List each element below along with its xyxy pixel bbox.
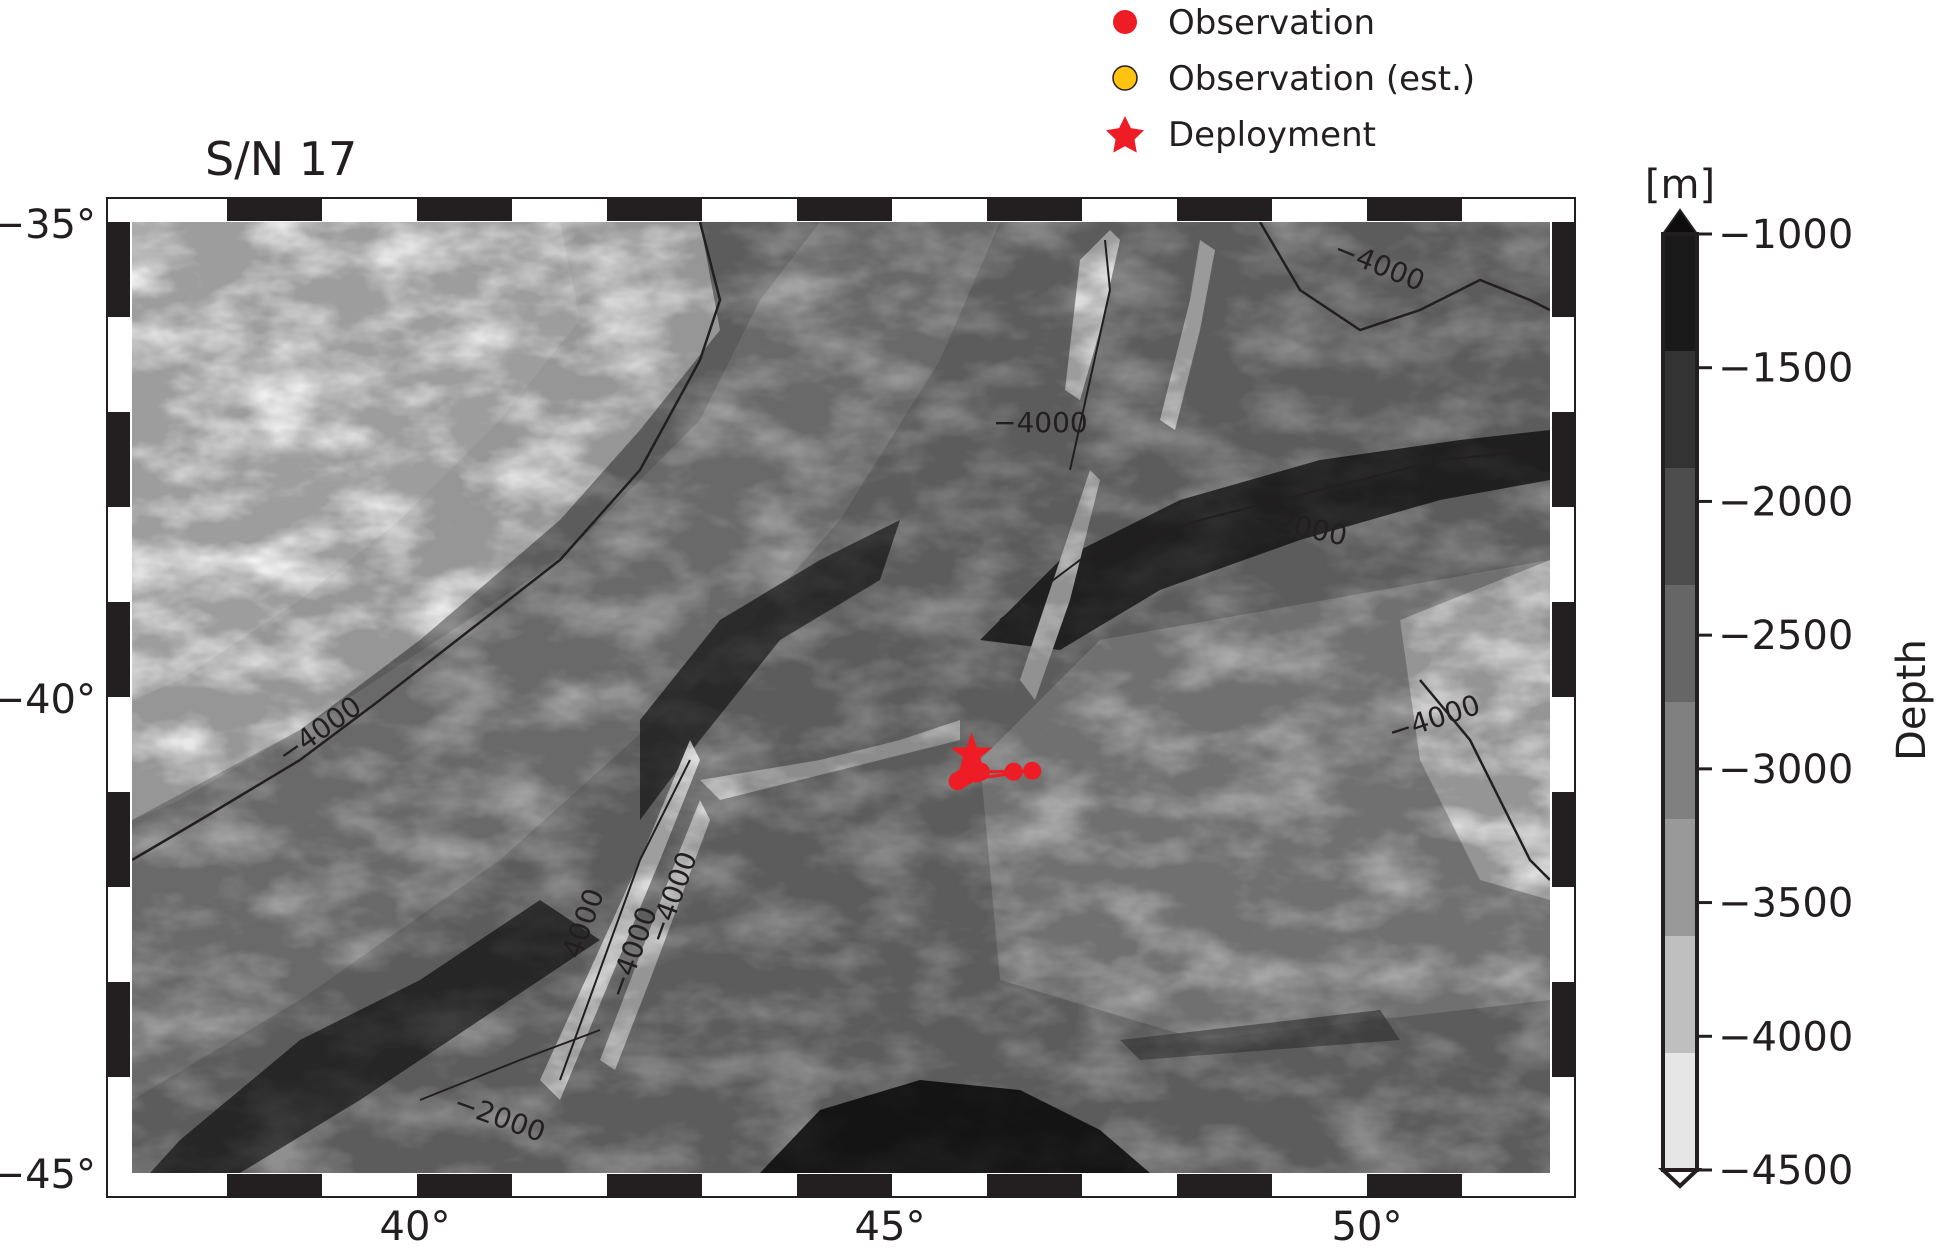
colorbar-band <box>1663 234 1697 351</box>
x-axis-labels: 40° 45° 50° <box>380 1204 1403 1250</box>
legend-observation-est-label: Observation (est.) <box>1168 59 1475 99</box>
colorbar-tick-label: −3000 <box>1718 747 1853 793</box>
deployment-legend-marker <box>1106 116 1144 153</box>
bathymetry-map <box>132 222 1550 1173</box>
colorbar-tick-label: −4000 <box>1718 1014 1853 1060</box>
colorbar-band <box>1663 585 1697 702</box>
colorbar-outline <box>1661 232 1699 1172</box>
legend-observation-label: Observation <box>1168 3 1375 43</box>
colorbar-unit: [m] <box>1645 162 1715 208</box>
colorbar-bottom-arrow <box>1657 1168 1703 1189</box>
colorbar-tick-label: −2000 <box>1718 479 1853 525</box>
observation-point <box>1004 762 1023 781</box>
y-tick-label: −45° <box>0 1152 96 1198</box>
x-tick-label: 50° <box>1332 1204 1403 1250</box>
colorbar-band <box>1663 936 1697 1053</box>
observation-point <box>948 772 967 791</box>
x-tick-label: 45° <box>855 1204 926 1250</box>
contour-label: −4000 <box>993 406 1088 439</box>
observation-point <box>1023 761 1042 780</box>
legend: Observation Observation (est.) Deploymen… <box>1106 3 1475 155</box>
frame-top-ticks <box>227 199 1462 221</box>
colorbar-tick-label: −4500 <box>1718 1148 1853 1194</box>
colorbar-label: Depth <box>1889 639 1935 761</box>
colorbar-tick-label: −1000 <box>1718 212 1853 258</box>
y-axis-labels: −35° −40° −45° <box>0 202 96 1198</box>
colorbar-band <box>1663 468 1697 585</box>
colorbar-band <box>1663 1053 1697 1170</box>
map-title: S/N 17 <box>205 132 357 186</box>
colorbar-tick-label: −3500 <box>1718 881 1853 927</box>
colorbar-tick-label: −2500 <box>1718 613 1853 659</box>
colorbar-band <box>1663 702 1697 819</box>
legend-deployment-label: Deployment <box>1168 115 1376 155</box>
colorbar-band <box>1663 351 1697 468</box>
observation-point <box>971 762 990 781</box>
observation-legend-marker <box>1113 10 1137 34</box>
frame-bottom-ticks <box>227 1174 1462 1196</box>
colorbar-band <box>1663 819 1697 936</box>
track-layer <box>948 732 1042 791</box>
y-tick-label: −40° <box>0 677 96 723</box>
deployment-marker <box>950 732 993 773</box>
observation-est-legend-marker <box>1112 65 1138 91</box>
colorbar-tick-label: −1500 <box>1718 346 1853 392</box>
frame-right-ticks <box>1552 222 1574 1077</box>
colorbar-top-arrow <box>1661 208 1699 235</box>
y-tick-label: −35° <box>0 202 96 248</box>
colorbar: [m] −1000 −1500 −2000 −2500 −3000 −3500 −4000 −… <box>1645 162 1935 1194</box>
frame-left-ticks <box>108 222 130 1077</box>
x-tick-label: 40° <box>380 1204 451 1250</box>
